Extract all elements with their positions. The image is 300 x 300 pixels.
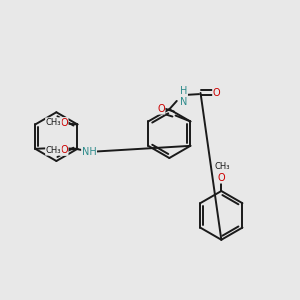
Text: O: O	[157, 104, 165, 114]
Text: CH₃: CH₃	[214, 161, 230, 170]
Text: CH₃: CH₃	[46, 146, 61, 155]
Text: NH: NH	[82, 147, 96, 157]
Text: O: O	[218, 173, 225, 183]
Text: O: O	[60, 118, 68, 128]
Text: CH₃: CH₃	[46, 118, 61, 127]
Text: O: O	[60, 145, 68, 155]
Text: H
N: H N	[180, 86, 188, 107]
Text: O: O	[213, 88, 220, 98]
